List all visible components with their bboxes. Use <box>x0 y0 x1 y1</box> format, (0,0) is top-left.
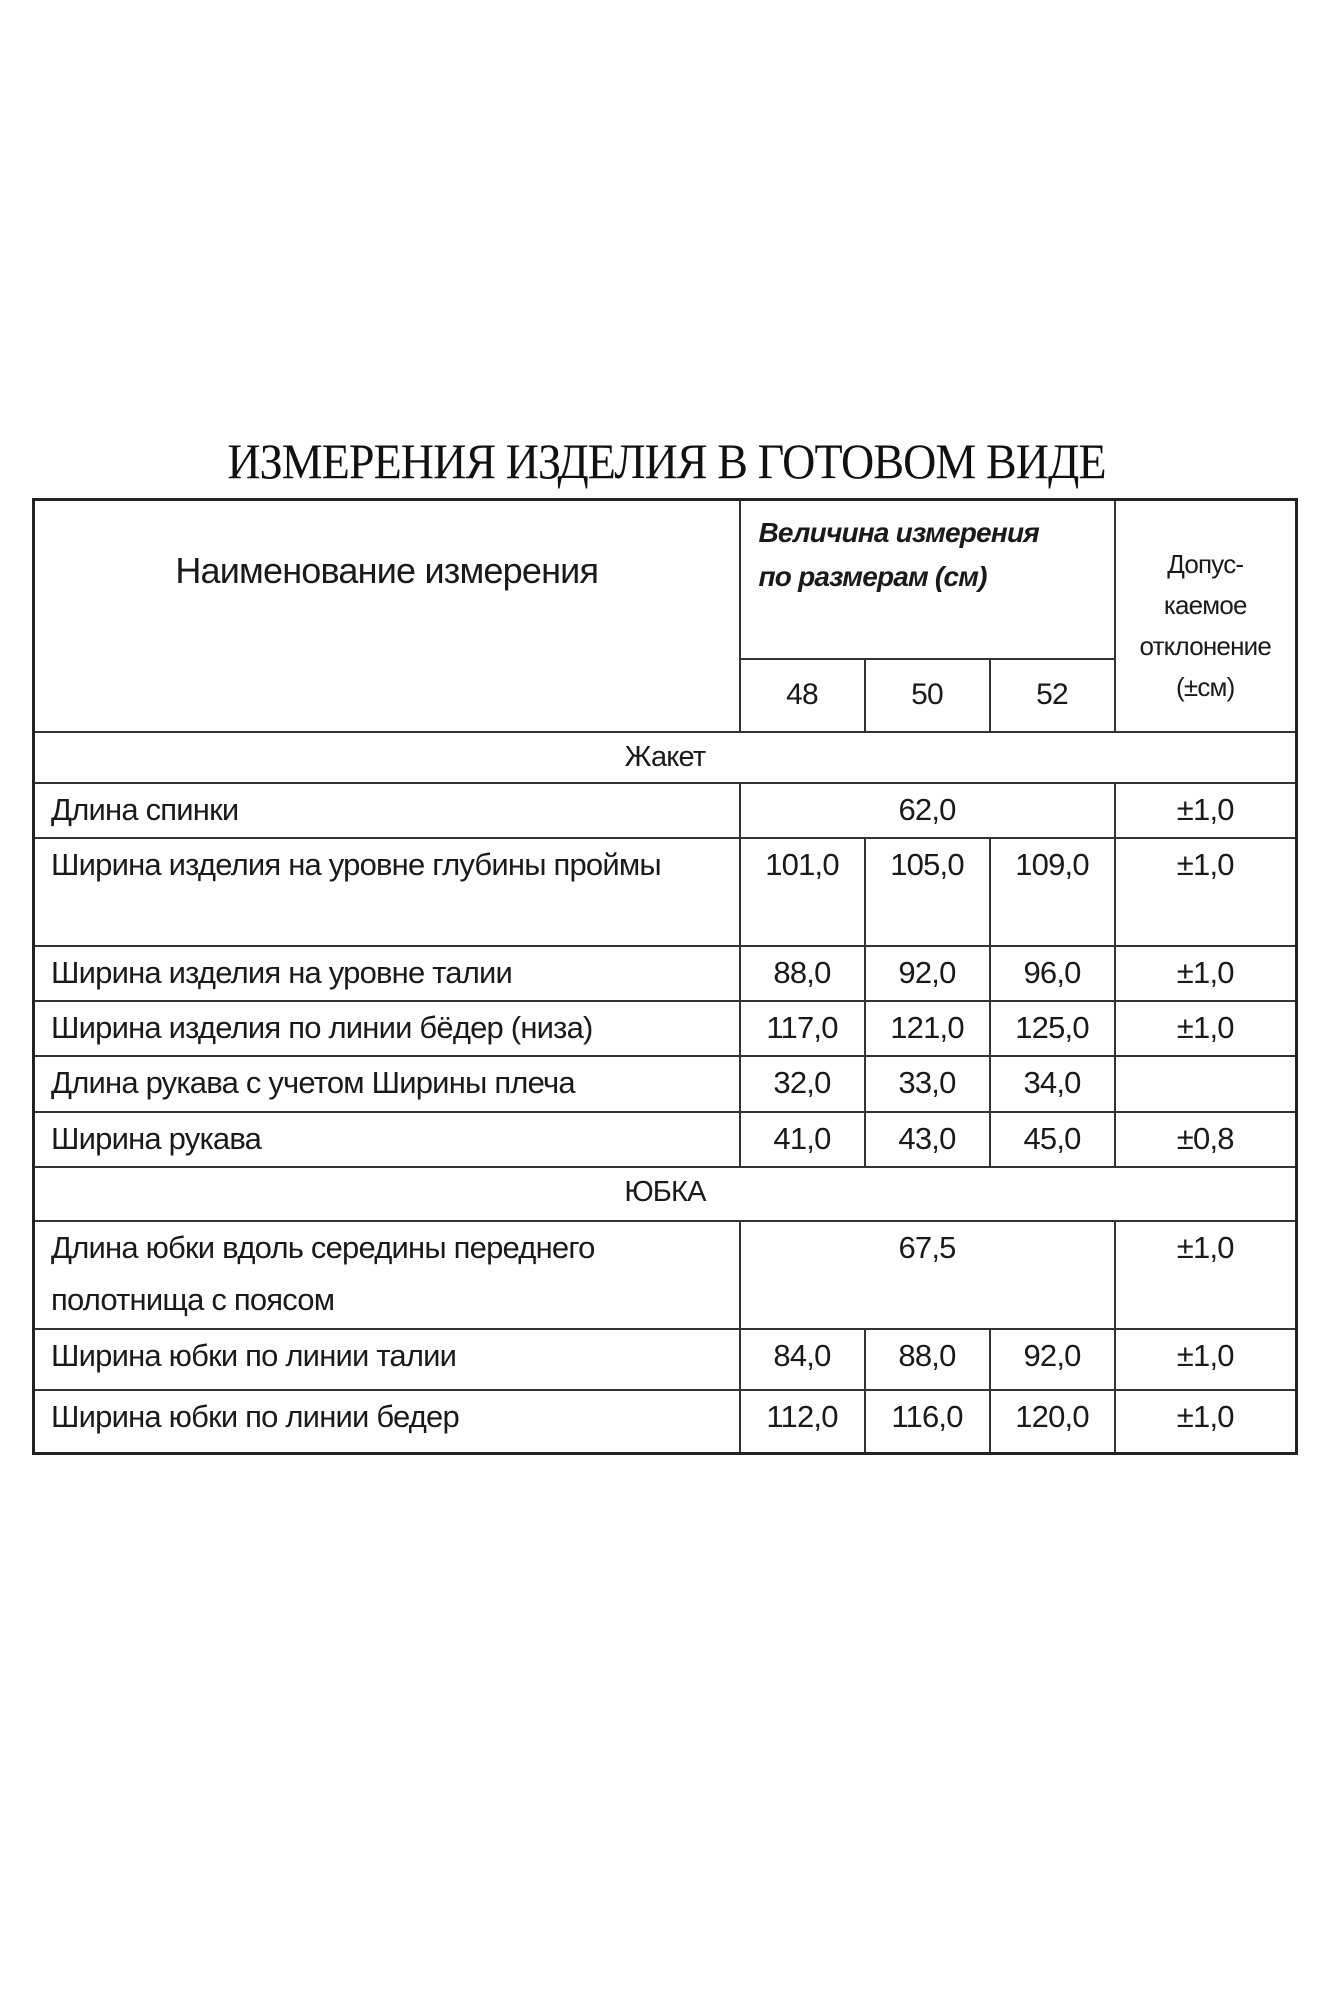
table-row: Ширина рукава 41,0 43,0 45,0 ±0,8 <box>32 1110 1298 1168</box>
tolerance-value: ±1,0 <box>1113 944 1298 1002</box>
tolerance-value: ±1,0 <box>1113 1219 1298 1330</box>
section-header: ЮБКА <box>32 1165 1298 1222</box>
tolerance-value <box>1113 1054 1298 1113</box>
tolerance-value: ±1,0 <box>1113 1327 1298 1391</box>
tolerance-value: ±1,0 <box>1113 999 1298 1057</box>
size-value: 105,0 <box>863 836 991 947</box>
size-value: 84,0 <box>738 1327 866 1391</box>
size-header: 50 <box>863 657 991 733</box>
section-header: Жакет <box>32 730 1298 784</box>
size-value: 34,0 <box>988 1054 1116 1113</box>
size-header: 52 <box>988 657 1116 733</box>
page-title: ИЗМЕРЕНИЯ ИЗДЕЛИЯ В ГОТОВОМ ВИДЕ <box>227 433 1106 489</box>
size-value: 41,0 <box>738 1110 866 1168</box>
table-row: Ширина изделия на уровне талии 88,0 92,0 96… <box>32 944 1298 1002</box>
tolerance-value: ±1,0 <box>1113 1388 1298 1455</box>
measurement-name: Ширина юбки по линии бедер <box>32 1388 741 1455</box>
table-row: Ширина изделия на уровне глубины проймы 1… <box>32 836 1298 947</box>
merged-value: 67,5 <box>738 1219 1116 1330</box>
tolerance-line: отклонение <box>1139 630 1272 661</box>
size-value: 43,0 <box>863 1110 991 1168</box>
header-name-column: Наименование измерения <box>32 498 741 733</box>
size-value: 116,0 <box>863 1388 991 1455</box>
measurement-name: Длина рукава с учетом Ширины плеча <box>32 1054 741 1113</box>
header-size-group: Величина измерения по размерам (см) <box>738 498 1116 660</box>
table-row: Длина рукава с учетом Ширины плеча 32,0 33… <box>32 1054 1298 1113</box>
measurement-name: Ширина изделия по линии бёдер (низа) <box>32 999 741 1057</box>
measurement-name: Ширина изделия на уровне глубины проймы <box>32 836 741 947</box>
size-value: 92,0 <box>988 1327 1116 1391</box>
tolerance-line: Допус- <box>1167 548 1244 579</box>
size-header: 48 <box>738 657 866 733</box>
size-value: 32,0 <box>738 1054 866 1113</box>
size-value: 45,0 <box>988 1110 1116 1168</box>
size-value: 109,0 <box>988 836 1116 947</box>
size-value: 96,0 <box>988 944 1116 1002</box>
measurement-name: Ширина изделия на уровне талии <box>32 944 741 1002</box>
tolerance-value: ±0,8 <box>1113 1110 1298 1168</box>
size-value: 88,0 <box>863 1327 991 1391</box>
measurement-name: Длина юбки вдоль середины переднего поло… <box>32 1219 741 1330</box>
header-tolerance: Допус- каемое отклонение (±см) <box>1113 498 1298 733</box>
size-value: 88,0 <box>738 944 866 1002</box>
table-row: Длина спинки 62,0 ±1,0 <box>32 781 1298 839</box>
size-value: 33,0 <box>863 1054 991 1113</box>
measurement-name: Ширина рукава <box>32 1110 741 1168</box>
size-value: 92,0 <box>863 944 991 1002</box>
header-size-line2: по размерам (см) <box>758 561 988 592</box>
tolerance-line: каемое <box>1163 589 1248 620</box>
tolerance-line: (±см) <box>1176 671 1235 702</box>
measurements-table: Наименование измерения Величина измерени… <box>32 498 1299 1455</box>
table-row: Ширина юбки по линии талии 84,0 88,0 92,0 ±1… <box>32 1327 1298 1391</box>
size-value: 117,0 <box>738 999 866 1057</box>
size-value: 125,0 <box>988 999 1116 1057</box>
tolerance-value: ±1,0 <box>1113 781 1298 839</box>
tolerance-value: ±1,0 <box>1113 836 1298 947</box>
merged-value: 62,0 <box>738 781 1116 839</box>
measurement-name: Ширина юбки по линии талии <box>32 1327 741 1391</box>
table-row: Длина юбки вдоль середины переднего поло… <box>32 1219 1298 1330</box>
size-value: 121,0 <box>863 999 991 1057</box>
table-row: Ширина изделия по линии бёдер (низа) 117,… <box>32 999 1298 1057</box>
measurement-name: Длина спинки <box>32 781 741 839</box>
size-value: 120,0 <box>988 1388 1116 1455</box>
size-value: 112,0 <box>738 1388 866 1455</box>
header-size-line1: Величина измерения <box>758 517 1040 548</box>
table-row: Ширина юбки по линии бедер 112,0 116,0 120,… <box>32 1388 1298 1455</box>
size-value: 101,0 <box>738 836 866 947</box>
